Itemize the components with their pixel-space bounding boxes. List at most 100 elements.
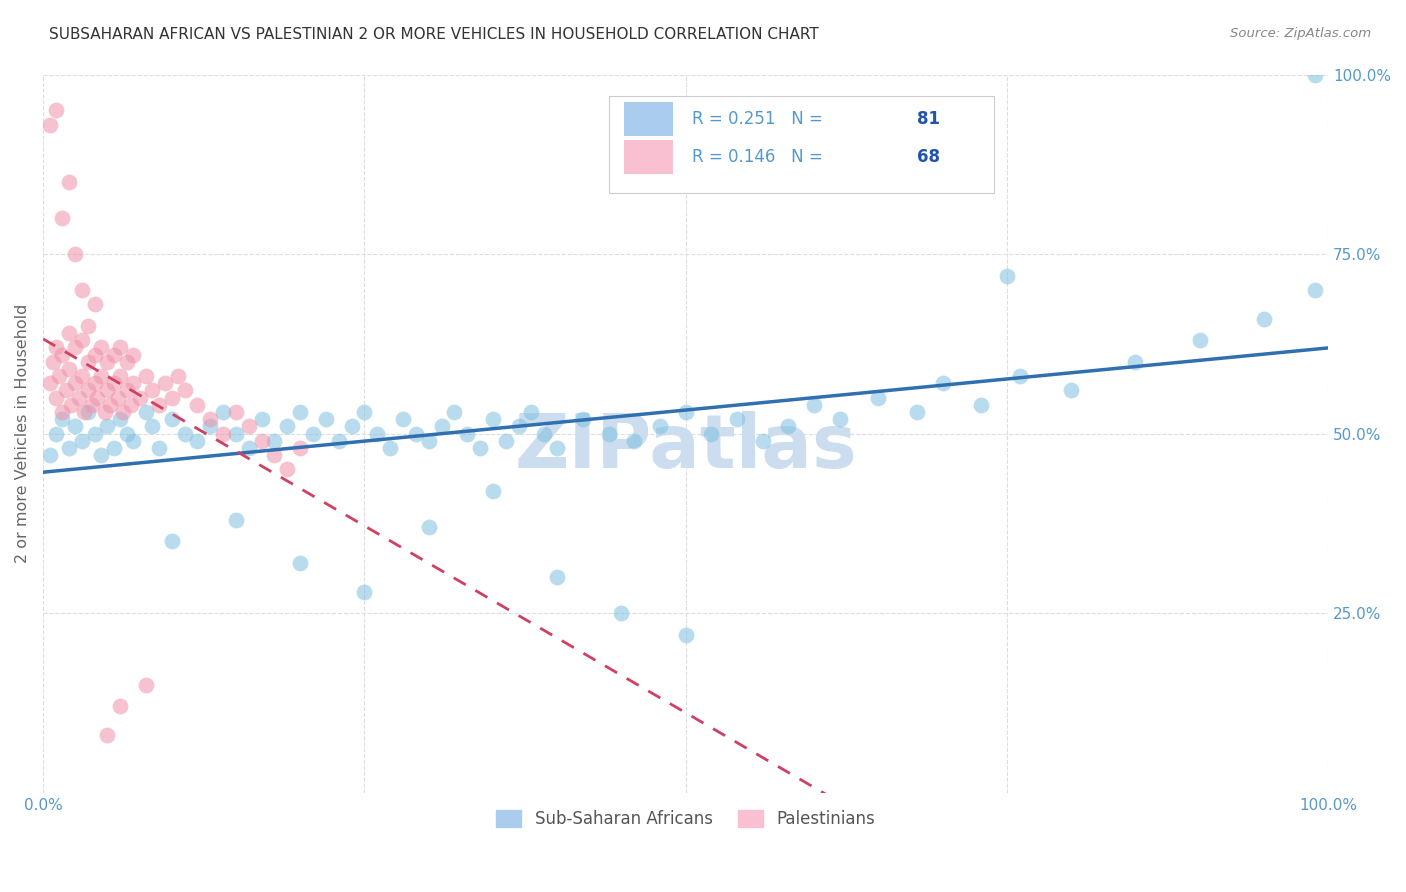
- Point: [418, 434, 440, 448]
- Point: [675, 405, 697, 419]
- Point: [1303, 68, 1326, 82]
- Point: [905, 405, 928, 419]
- Point: [51, 348, 73, 362]
- Point: [276, 419, 298, 434]
- FancyBboxPatch shape: [624, 102, 673, 136]
- Point: [77, 384, 100, 398]
- Point: [45, 340, 67, 354]
- Point: [148, 398, 170, 412]
- Point: [167, 369, 190, 384]
- Text: SUBSAHARAN AFRICAN VS PALESTINIAN 2 OR MORE VEHICLES IN HOUSEHOLD CORRELATION CH: SUBSAHARAN AFRICAN VS PALESTINIAN 2 OR M…: [49, 27, 818, 42]
- Point: [1125, 355, 1147, 369]
- Point: [200, 412, 222, 426]
- Point: [77, 318, 100, 333]
- Point: [675, 628, 697, 642]
- Point: [353, 584, 375, 599]
- Point: [495, 434, 517, 448]
- Point: [778, 419, 800, 434]
- Text: Source: ZipAtlas.com: Source: ZipAtlas.com: [1230, 27, 1371, 40]
- Point: [250, 434, 273, 448]
- Point: [160, 391, 183, 405]
- Point: [83, 348, 105, 362]
- Point: [405, 426, 427, 441]
- Text: 81: 81: [917, 110, 941, 128]
- Point: [418, 520, 440, 534]
- Point: [96, 419, 118, 434]
- Point: [378, 441, 401, 455]
- Point: [263, 434, 285, 448]
- Point: [572, 412, 595, 426]
- Point: [103, 441, 125, 455]
- Point: [328, 434, 350, 448]
- Point: [648, 419, 671, 434]
- Point: [67, 391, 90, 405]
- Point: [533, 426, 555, 441]
- Point: [173, 426, 195, 441]
- Point: [482, 483, 505, 498]
- Point: [55, 384, 77, 398]
- Point: [122, 434, 145, 448]
- Point: [45, 426, 67, 441]
- Point: [610, 606, 633, 620]
- Point: [70, 434, 93, 448]
- Point: [212, 405, 235, 419]
- Point: [65, 376, 87, 391]
- Point: [51, 211, 73, 226]
- Point: [186, 398, 208, 412]
- Point: [103, 376, 125, 391]
- FancyBboxPatch shape: [624, 140, 673, 174]
- Point: [1188, 333, 1211, 347]
- Point: [995, 268, 1018, 283]
- Point: [353, 405, 375, 419]
- Point: [1303, 283, 1326, 297]
- Point: [173, 384, 195, 398]
- Point: [186, 434, 208, 448]
- Point: [225, 513, 247, 527]
- Point: [302, 426, 325, 441]
- Point: [70, 333, 93, 347]
- Point: [238, 419, 260, 434]
- Point: [225, 426, 247, 441]
- Point: [65, 247, 87, 261]
- Point: [238, 441, 260, 455]
- Point: [77, 355, 100, 369]
- Point: [155, 376, 177, 391]
- Point: [546, 441, 568, 455]
- Point: [65, 419, 87, 434]
- Point: [725, 412, 748, 426]
- Point: [38, 118, 60, 132]
- Point: [315, 412, 337, 426]
- Point: [225, 405, 247, 419]
- Point: [250, 412, 273, 426]
- Point: [86, 391, 108, 405]
- Text: 68: 68: [917, 148, 941, 166]
- Point: [443, 405, 465, 419]
- Point: [598, 426, 620, 441]
- Point: [122, 376, 145, 391]
- Point: [122, 348, 145, 362]
- Point: [42, 355, 65, 369]
- Point: [110, 369, 132, 384]
- Point: [623, 434, 645, 448]
- Point: [110, 412, 132, 426]
- Point: [90, 448, 112, 462]
- Point: [96, 384, 118, 398]
- Point: [58, 326, 80, 340]
- Point: [83, 297, 105, 311]
- Point: [456, 426, 478, 441]
- FancyBboxPatch shape: [609, 96, 994, 193]
- Point: [135, 405, 157, 419]
- Point: [115, 426, 138, 441]
- Point: [51, 405, 73, 419]
- Point: [38, 376, 60, 391]
- Legend: Sub-Saharan Africans, Palestinians: Sub-Saharan Africans, Palestinians: [489, 803, 882, 835]
- Point: [482, 412, 505, 426]
- Point: [73, 405, 96, 419]
- Point: [290, 405, 312, 419]
- Point: [468, 441, 491, 455]
- Point: [276, 462, 298, 476]
- Point: [290, 556, 312, 570]
- Point: [868, 391, 890, 405]
- Point: [60, 398, 83, 412]
- Point: [520, 405, 543, 419]
